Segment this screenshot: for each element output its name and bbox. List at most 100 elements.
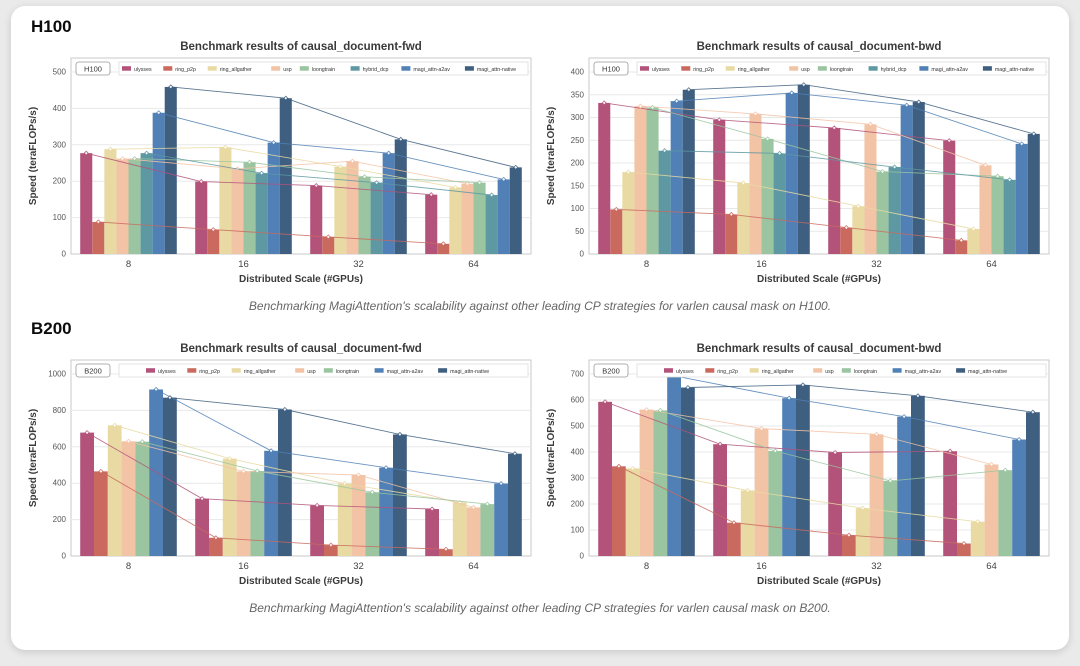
svg-text:ring_p2p: ring_p2p	[717, 369, 738, 375]
svg-text:500: 500	[571, 422, 585, 431]
svg-text:B200: B200	[602, 367, 620, 376]
svg-text:300: 300	[571, 474, 585, 483]
svg-text:usp: usp	[801, 67, 810, 73]
svg-text:Distributed Scale (#GPUs): Distributed Scale (#GPUs)	[239, 576, 363, 587]
chart-b200-bwd-canvas: Benchmark results of causal_document-bwd…	[546, 343, 1050, 587]
svg-text:magi_attn-a2av: magi_attn-a2av	[905, 369, 942, 375]
svg-text:500: 500	[53, 68, 67, 77]
svg-text:300: 300	[53, 140, 67, 149]
svg-text:150: 150	[571, 181, 585, 190]
svg-text:64: 64	[986, 259, 997, 270]
svg-text:ring_p2p: ring_p2p	[175, 67, 196, 73]
svg-text:8: 8	[644, 259, 649, 270]
svg-text:Distributed Scale (#GPUs): Distributed Scale (#GPUs)	[239, 274, 363, 285]
svg-text:350: 350	[571, 90, 585, 99]
svg-text:32: 32	[353, 561, 364, 572]
svg-text:magi_attn-a2av: magi_attn-a2av	[387, 369, 424, 375]
svg-text:H100: H100	[84, 65, 102, 74]
chart-h100-bwd: Benchmark results of causal_document-bwd…	[543, 38, 1055, 295]
section-b200: B200 Benchmark results of causal_documen…	[21, 318, 1059, 616]
svg-text:16: 16	[238, 561, 249, 572]
svg-text:magi_attn-native: magi_attn-native	[968, 369, 1007, 375]
chart-h100-bwd-canvas: Benchmark results of causal_document-bwd…	[546, 41, 1050, 285]
svg-text:Benchmark results of causal_do: Benchmark results of causal_document-bwd	[697, 41, 942, 53]
svg-text:ulysses: ulysses	[134, 67, 152, 73]
svg-text:1000: 1000	[48, 370, 66, 379]
svg-text:200: 200	[53, 177, 67, 186]
svg-text:ring_allgather: ring_allgather	[220, 67, 252, 73]
caption-b200: Benchmarking MagiAttention's scalability…	[249, 601, 831, 615]
svg-text:ulysses: ulysses	[676, 369, 694, 375]
svg-text:Distributed Scale (#GPUs): Distributed Scale (#GPUs)	[757, 274, 881, 285]
svg-text:400: 400	[53, 104, 67, 113]
svg-text:8: 8	[644, 561, 649, 572]
svg-text:Benchmark results of causal_do: Benchmark results of causal_document-bwd	[697, 343, 942, 355]
svg-text:hybrid_dcp: hybrid_dcp	[881, 67, 907, 73]
b200-charts-row: Benchmark results of causal_document-fwd…	[21, 340, 1059, 597]
svg-text:16: 16	[756, 259, 767, 270]
section-h100: H100 Benchmark results of causal_documen…	[21, 16, 1059, 314]
svg-text:ulysses: ulysses	[158, 369, 176, 375]
svg-text:64: 64	[986, 561, 997, 572]
chart-h100-fwd-canvas: Benchmark results of causal_document-fwd…	[28, 41, 532, 285]
section-b200-title: B200	[31, 319, 72, 338]
svg-text:700: 700	[571, 370, 585, 379]
svg-text:8: 8	[126, 561, 131, 572]
h100-charts-row: Benchmark results of causal_document-fwd…	[21, 38, 1059, 295]
svg-text:Speed (teraFLOPs/s): Speed (teraFLOPs/s)	[28, 409, 39, 507]
svg-text:64: 64	[468, 561, 479, 572]
svg-text:0: 0	[580, 250, 585, 259]
svg-text:32: 32	[353, 259, 364, 270]
svg-text:hybrid_dcp: hybrid_dcp	[363, 67, 389, 73]
svg-text:64: 64	[468, 259, 479, 270]
svg-text:250: 250	[571, 136, 585, 145]
svg-text:100: 100	[571, 526, 585, 535]
svg-text:0: 0	[62, 552, 67, 561]
svg-text:0: 0	[62, 250, 67, 259]
svg-text:400: 400	[53, 479, 67, 488]
svg-text:8: 8	[126, 259, 131, 270]
svg-text:ring_p2p: ring_p2p	[693, 67, 714, 73]
svg-text:Speed (teraFLOPs/s): Speed (teraFLOPs/s)	[28, 107, 39, 205]
svg-text:200: 200	[53, 515, 67, 524]
svg-text:400: 400	[571, 68, 585, 77]
svg-text:200: 200	[571, 159, 585, 168]
svg-text:100: 100	[571, 204, 585, 213]
report-card: H100 Benchmark results of causal_documen…	[11, 6, 1069, 650]
svg-text:magi_attn-native: magi_attn-native	[477, 67, 516, 73]
svg-text:loongtrain: loongtrain	[830, 67, 853, 73]
svg-text:magi_attn-a2av: magi_attn-a2av	[413, 67, 450, 73]
svg-text:magi_attn-a2av: magi_attn-a2av	[931, 67, 968, 73]
svg-text:ring_allgather: ring_allgather	[738, 67, 770, 73]
svg-text:32: 32	[871, 561, 882, 572]
svg-text:0: 0	[580, 552, 585, 561]
svg-text:100: 100	[53, 213, 67, 222]
svg-text:usp: usp	[283, 67, 292, 73]
svg-text:loongtrain: loongtrain	[854, 369, 877, 375]
svg-text:50: 50	[575, 227, 584, 236]
svg-text:Benchmark results of causal_do: Benchmark results of causal_document-fwd	[180, 343, 422, 355]
caption-h100: Benchmarking MagiAttention's scalability…	[248, 299, 832, 313]
svg-text:32: 32	[871, 259, 882, 270]
svg-text:300: 300	[571, 113, 585, 122]
svg-text:B200: B200	[84, 367, 102, 376]
svg-text:16: 16	[756, 561, 767, 572]
chart-b200-fwd-canvas: Benchmark results of causal_document-fwd…	[28, 343, 532, 587]
chart-b200-fwd: Benchmark results of causal_document-fwd…	[25, 340, 537, 597]
svg-text:H100: H100	[602, 65, 620, 74]
svg-text:16: 16	[238, 259, 249, 270]
svg-text:Speed (teraFLOPs/s): Speed (teraFLOPs/s)	[546, 107, 557, 205]
svg-text:loongtrain: loongtrain	[336, 369, 359, 375]
svg-text:ring_allgather: ring_allgather	[762, 369, 794, 375]
svg-text:800: 800	[53, 406, 67, 415]
svg-text:ring_allgather: ring_allgather	[244, 369, 276, 375]
svg-text:ring_p2p: ring_p2p	[199, 369, 220, 375]
chart-b200-bwd: Benchmark results of causal_document-bwd…	[543, 340, 1055, 597]
svg-text:usp: usp	[307, 369, 316, 375]
section-h100-title: H100	[31, 17, 72, 36]
svg-text:200: 200	[571, 500, 585, 509]
chart-h100-fwd: Benchmark results of causal_document-fwd…	[25, 38, 537, 295]
svg-text:magi_attn-native: magi_attn-native	[450, 369, 489, 375]
svg-text:loongtrain: loongtrain	[312, 67, 335, 73]
svg-text:usp: usp	[825, 369, 834, 375]
